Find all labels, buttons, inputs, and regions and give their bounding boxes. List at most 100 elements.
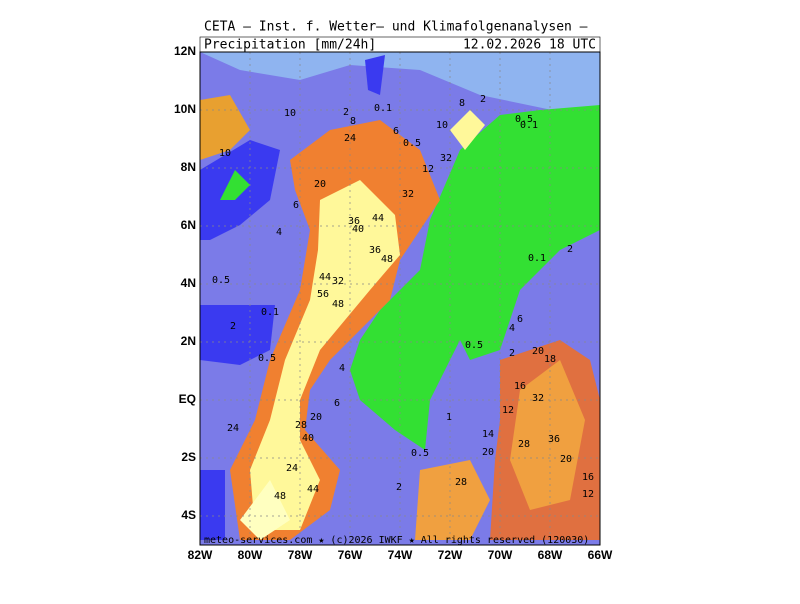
lat-label: 4N — [181, 276, 196, 290]
contour-label: 40 — [352, 224, 364, 235]
lon-label: 68W — [538, 548, 563, 562]
contour-label: 32 — [440, 153, 452, 164]
rain-yellow — [450, 110, 485, 150]
contour-label: 48 — [381, 254, 393, 265]
contour-label: 14 — [482, 429, 494, 440]
lat-label: 2N — [181, 334, 196, 348]
contour-label: 0.1 — [520, 120, 538, 131]
contour-label: 8 — [459, 98, 465, 109]
lon-label: 74W — [388, 548, 413, 562]
contour-label: 28 — [295, 420, 307, 431]
contour-label: 10 — [284, 108, 296, 119]
contour-label: 2 — [509, 348, 515, 359]
rain-orange — [200, 95, 250, 160]
contour-label: 0.1 — [528, 253, 546, 264]
title: CETA — Inst. f. Wetter— und Klimafolgena… — [204, 20, 588, 35]
contour-label: 0.5 — [465, 340, 483, 351]
lon-label: 70W — [488, 548, 513, 562]
contour-label: 0.5 — [258, 353, 276, 364]
contour-label: 44 — [307, 484, 319, 495]
contour-label: 44 — [319, 272, 331, 283]
contour-label: 56 — [317, 289, 329, 300]
contour-label: 20 — [310, 412, 322, 423]
lat-label: 2S — [181, 450, 196, 464]
contour-label: 20 — [560, 454, 572, 465]
contour-label: 20 — [532, 346, 544, 357]
contour-label: 40 — [302, 433, 314, 444]
light-blue — [200, 52, 600, 120]
lat-label: 4S — [181, 508, 196, 522]
lon-label: 78W — [288, 548, 313, 562]
contour-label: 28 — [518, 439, 530, 450]
contour-label: 4 — [276, 227, 282, 238]
contour-label: 0.5 — [403, 138, 421, 149]
valid-time: 12.02.2026 18 UTC — [463, 38, 596, 53]
contour-label: 2 — [343, 107, 349, 118]
contour-label: 16 — [514, 381, 526, 392]
contour-label: 10 — [436, 120, 448, 131]
contour-label: 0.5 — [411, 448, 429, 459]
contour-label: 0.1 — [261, 307, 279, 318]
contour-label: 6 — [393, 126, 399, 137]
contour-label: 2 — [480, 94, 486, 105]
lat-label: 8N — [181, 160, 196, 174]
lon-label: 66W — [588, 548, 613, 562]
lon-label: 72W — [438, 548, 463, 562]
contour-label: 48 — [274, 491, 286, 502]
contour-label: 2 — [230, 321, 236, 332]
rain-yellow — [250, 180, 400, 530]
contour-label: 20 — [482, 447, 494, 458]
lat-label: 10N — [174, 102, 196, 116]
lat-label: EQ — [179, 392, 196, 406]
contour-label: 32 — [402, 189, 414, 200]
rain-amber — [415, 460, 490, 540]
contour-label: 20 — [314, 179, 326, 190]
variable: Precipitation [mm/24h] — [204, 38, 376, 53]
frame — [199, 51, 601, 546]
land-green — [350, 105, 600, 450]
contour-label: 24 — [227, 423, 239, 434]
contour-label: 2 — [567, 244, 573, 255]
footer: meteo-services.com ★ (c)2026 IWKF ★ All … — [204, 535, 589, 546]
ocean-blue — [200, 470, 225, 540]
contour-label: 2 — [396, 482, 402, 493]
contour-label: 12 — [582, 489, 594, 500]
contour-label: 4 — [509, 323, 515, 334]
contour-label: 12 — [422, 164, 434, 175]
contour-label: 16 — [582, 472, 594, 483]
contour-label: 0.1 — [374, 103, 392, 114]
contour-label: 6 — [517, 314, 523, 325]
contour-label: 6 — [334, 398, 340, 409]
contour-label: 24 — [344, 133, 356, 144]
contour-label: 0.5 — [515, 114, 533, 125]
contour-label: 8 — [350, 116, 356, 127]
contour-label: 10 — [219, 148, 231, 159]
contour-label: 0.5 — [212, 275, 230, 286]
lon-label: 82W — [188, 548, 213, 562]
contour-label: 24 — [286, 463, 298, 474]
contour-label: 32 — [332, 276, 344, 287]
contour-label: 36 — [348, 216, 360, 227]
contour-label: 36 — [369, 245, 381, 256]
contour-label: 36 — [548, 434, 560, 445]
lon-label: 76W — [338, 548, 363, 562]
lat-label: 6N — [181, 218, 196, 232]
rain-pale — [240, 480, 290, 540]
contour-label: 18 — [544, 354, 556, 365]
rain-amber — [510, 360, 585, 510]
contour-label: 48 — [332, 299, 344, 310]
lon-label: 80W — [238, 548, 263, 562]
ocean-blue — [200, 305, 275, 365]
contour-label: 28 — [455, 477, 467, 488]
land-green — [220, 170, 250, 200]
contour-label: 32 — [532, 393, 544, 404]
ocean-blue — [365, 55, 385, 95]
contour-label: 1 — [446, 412, 452, 423]
contour-label: 6 — [293, 200, 299, 211]
contour-label: 4 — [339, 363, 345, 374]
contour-label: 44 — [372, 213, 384, 224]
lat-label: 12N — [174, 44, 196, 58]
contour-label: 12 — [502, 405, 514, 416]
